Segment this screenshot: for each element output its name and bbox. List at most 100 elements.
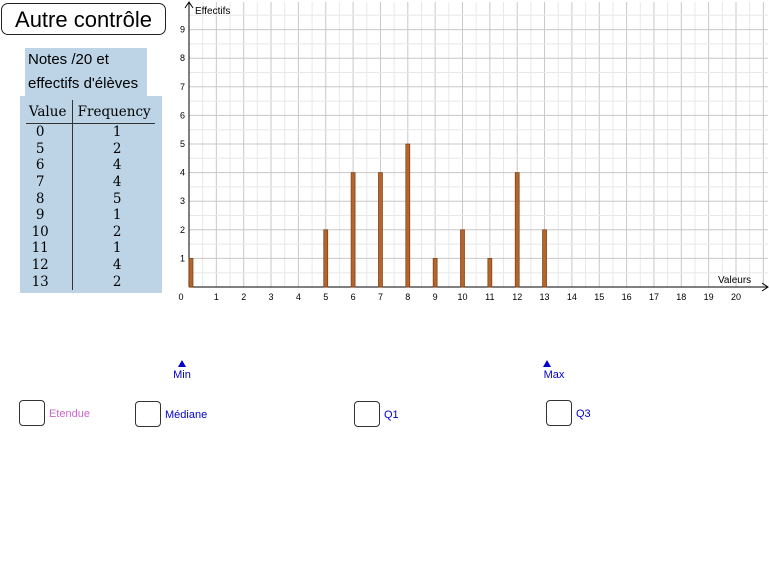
- x-tick-label: 5: [323, 292, 328, 302]
- table-row: 12 4: [26, 256, 155, 274]
- chart-tick-labels: 0 1 2 3 4 5 6 7 8 9 10 11 12 13 14 15 16 17 18 19 2012345678…: [178, 25, 741, 302]
- min-marker[interactable]: Min: [170, 360, 194, 381]
- chart-axes: [184, 1, 769, 292]
- bar-chart: 0 1 2 3 4 5 6 7 8 9 10 11 12 13 14 15 16 17 18 19 2012345678…: [178, 1, 769, 302]
- y-tick-label: 8: [180, 53, 185, 63]
- frequency-cell: 1: [112, 240, 122, 257]
- y-tick-label: 1: [180, 253, 185, 263]
- triangle-up-icon: [543, 360, 551, 367]
- etendue-label: Etendue: [49, 408, 90, 420]
- x-tick-label: 4: [296, 292, 301, 302]
- max-marker[interactable]: Max: [541, 360, 567, 381]
- etendue-checkbox[interactable]: [19, 400, 45, 426]
- value-cell: 9: [26, 206, 74, 224]
- value-cell: 7: [26, 173, 74, 191]
- x-tick-label: 20: [731, 292, 741, 302]
- bar: [323, 229, 329, 288]
- caption-line-1: Notes /20 et: [28, 51, 109, 68]
- x-tick-label: 3: [269, 292, 274, 302]
- x-tick-label: 15: [594, 292, 604, 302]
- y-tick-label: 9: [180, 25, 185, 35]
- x-tick-label: 9: [433, 292, 438, 302]
- frequency-column-header: Frequency: [72, 100, 155, 124]
- x-tick-label: 17: [649, 292, 659, 302]
- y-tick-label: 2: [180, 225, 185, 235]
- y-tick-label: 5: [180, 139, 185, 149]
- mediane-checkbox[interactable]: [135, 401, 161, 427]
- bar: [514, 172, 520, 288]
- value-column-header: Value: [26, 100, 74, 124]
- x-tick-label: 14: [567, 292, 577, 302]
- x-tick-label: 10: [457, 292, 467, 302]
- triangle-up-icon: [178, 360, 186, 367]
- caption-line-2: effectifs d'élèves: [28, 75, 139, 92]
- value-cell: 8: [26, 190, 74, 207]
- value-cell: 13: [26, 273, 74, 290]
- bar: [487, 258, 493, 288]
- y-axis-label: Effectifs: [195, 6, 230, 17]
- x-tick-label: 11: [485, 292, 494, 302]
- frequency-cell: 2: [112, 223, 122, 240]
- frequency-cell: 4: [112, 174, 122, 191]
- frequency-cell: 4: [112, 257, 122, 274]
- autre-controle-button[interactable]: Autre contrôle: [1, 3, 166, 35]
- x-tick-label: 12: [512, 292, 522, 302]
- x-axis-label: Valeurs: [718, 275, 751, 286]
- x-tick-label: 2: [241, 292, 246, 302]
- frequency-cell: 4: [112, 157, 122, 174]
- chart-grid: [189, 2, 768, 287]
- x-tick-label: 16: [622, 292, 632, 302]
- bar: [405, 143, 411, 288]
- table-row: 11 1: [26, 240, 155, 257]
- q3-label: Q3: [576, 408, 591, 420]
- q1-label: Q1: [384, 409, 399, 421]
- frequency-cell: 2: [112, 140, 122, 157]
- frequency-cell: 2: [112, 273, 122, 290]
- x-tick-label: 1: [214, 292, 219, 302]
- x-axis-arrow: [761, 282, 769, 292]
- min-label: Min: [173, 369, 191, 381]
- y-tick-label: 3: [180, 196, 185, 206]
- chart-bars: [188, 143, 547, 288]
- max-label: Max: [543, 369, 565, 381]
- table-caption: Notes /20 et effectifs d'élèves: [25, 48, 147, 96]
- bar: [378, 172, 383, 288]
- mediane-label: Médiane: [165, 409, 208, 421]
- x-tick-label: 13: [540, 292, 550, 302]
- bar: [188, 258, 194, 288]
- y-axis-arrow: [184, 1, 194, 9]
- q3-checkbox[interactable]: [546, 400, 572, 426]
- x-tick-label: 7: [378, 292, 383, 302]
- x-tick-label: 8: [405, 292, 410, 302]
- bar: [460, 229, 465, 288]
- bar: [350, 172, 356, 288]
- bar: [542, 229, 547, 288]
- x-tick-label: 6: [351, 292, 356, 302]
- frequency-cell: 5: [112, 190, 122, 207]
- y-tick-label: 4: [180, 168, 185, 178]
- x-tick-label: 18: [676, 292, 686, 302]
- value-cell: 10: [26, 223, 74, 241]
- x-tick-label: 0: [178, 292, 183, 302]
- value-cell: 11: [26, 240, 74, 257]
- value-cell: 12: [26, 256, 74, 274]
- table-row: 10 2: [26, 223, 155, 241]
- value-cell: 6: [26, 157, 74, 174]
- table-row: 13 2: [26, 273, 155, 290]
- x-tick-label: 19: [704, 292, 714, 302]
- frequency-cell: 1: [112, 207, 122, 224]
- y-tick-label: 7: [180, 82, 185, 92]
- frequency-cell: 1: [112, 124, 122, 141]
- value-cell: 0: [26, 123, 74, 141]
- q1-checkbox[interactable]: [354, 401, 380, 427]
- y-tick-label: 6: [180, 110, 185, 120]
- value-cell: 5: [26, 140, 74, 158]
